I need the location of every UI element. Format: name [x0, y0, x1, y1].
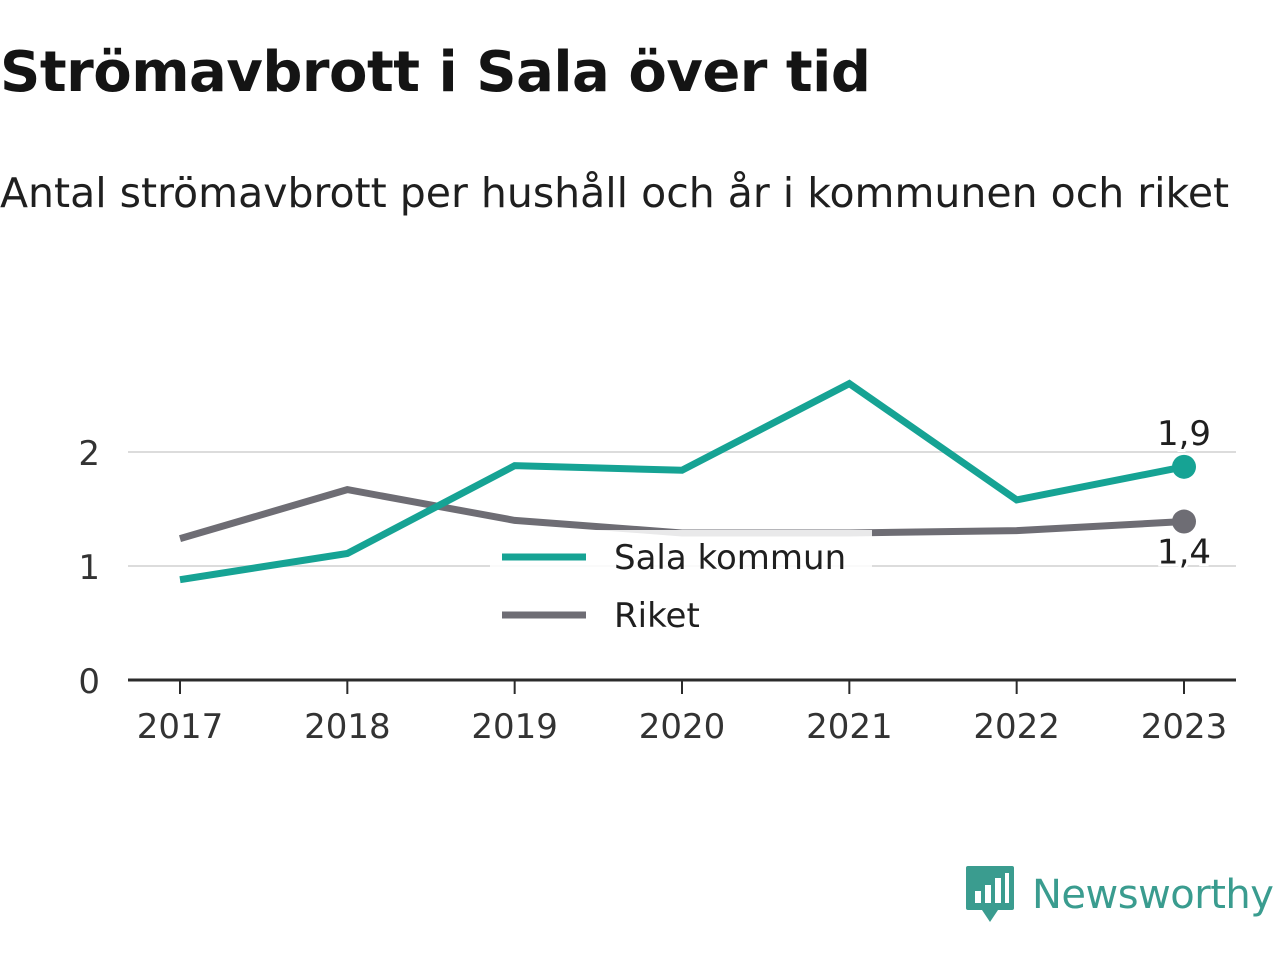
legend-background: [490, 530, 872, 642]
end-value-labels: 1,9 1,4: [1154, 411, 1214, 576]
end-label-sala-kommun: 1,9: [1157, 414, 1211, 454]
chart-title: Strömavbrott i Sala över tid: [0, 40, 871, 105]
x-tick-label: 2017: [137, 707, 224, 747]
x-tick-label: 2020: [639, 707, 726, 747]
x-tick-label: 2018: [304, 707, 391, 747]
x-tick-label: 2021: [806, 707, 893, 747]
x-tick-label: 2023: [1141, 707, 1228, 747]
brand-name: Newsworthy: [1032, 872, 1274, 918]
y-tick-label: 0: [78, 662, 100, 702]
y-tick-label: 2: [78, 434, 100, 474]
data-point-end: [1172, 454, 1196, 479]
legend-label: Sala kommun: [614, 538, 846, 578]
x-axis: 2017 2018 2019 2020 2021 2022 2023: [128, 678, 1236, 747]
y-tick-label: 1: [78, 548, 100, 588]
legend: Sala kommun Riket: [490, 530, 872, 642]
x-tick-label: 2019: [471, 707, 558, 747]
x-tick-label: 2022: [973, 707, 1060, 747]
series-line-sala-kommun: [179, 379, 1185, 584]
brand-logo: Newsworthy: [964, 864, 1274, 926]
end-label-riket: 1,4: [1157, 533, 1211, 573]
y-axis-tick-labels: 0 1 2: [78, 434, 100, 702]
chart-speech-bubble-icon: [966, 866, 1014, 922]
data-point-end: [1172, 509, 1196, 534]
legend-label: Riket: [614, 596, 700, 636]
chart-subtitle: Antal strömavbrott per hushåll och år i …: [0, 169, 1230, 217]
